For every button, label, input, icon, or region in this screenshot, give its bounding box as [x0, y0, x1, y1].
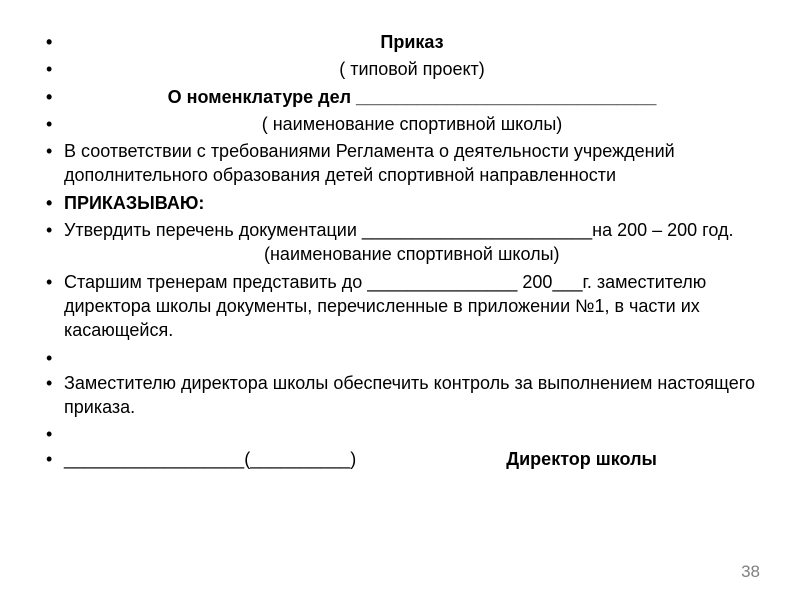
document-body: Приказ ( типовой проект) О номенклатуре … [40, 30, 760, 471]
order-item-1: Утвердить перечень документации ________… [40, 218, 760, 267]
signature-blank: __________________(__________) [64, 449, 356, 469]
item2-blank1: _______________ [367, 272, 517, 292]
item1-blank: _______________________ [362, 220, 592, 240]
empty-bullet-2 [40, 422, 760, 444]
order-item-2: Старшим тренерам представить до ________… [40, 270, 760, 343]
title-nomenclature-blank: ______________________________ [356, 87, 656, 107]
title-school-name: ( наименование спортивной школы) [40, 112, 760, 136]
title-nomenclature: О номенклатуре дел _____________________… [40, 85, 760, 109]
title-nomenclature-text: О номенклатуре дел [168, 87, 356, 107]
item2-text1: Старшим тренерам представить до [64, 272, 367, 292]
signature-title: Директор школы [506, 449, 657, 469]
item1-text2: на 200 – 200 год. [592, 220, 733, 240]
empty-bullet-1 [40, 346, 760, 368]
page-number: 38 [741, 562, 760, 582]
item1-text3: (наименование спортивной школы) [264, 244, 560, 264]
signature-line: __________________(__________) Директор ш… [40, 447, 760, 471]
prikazyvayu-label: ПРИКАЗЫВАЮ: [40, 191, 760, 215]
order-item-3: Заместителю директора школы обеспечить к… [40, 371, 760, 420]
item1-text1: Утвердить перечень документации [64, 220, 362, 240]
paragraph-accordance: В соответствии с требованиями Регламента… [40, 139, 760, 188]
title-prikaz: Приказ [40, 30, 760, 54]
title-typical-project: ( типовой проект) [40, 57, 760, 81]
